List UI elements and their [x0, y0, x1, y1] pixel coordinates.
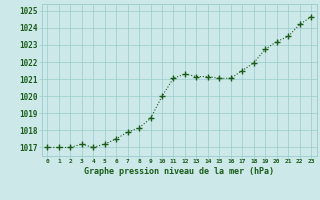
X-axis label: Graphe pression niveau de la mer (hPa): Graphe pression niveau de la mer (hPa): [84, 167, 274, 176]
